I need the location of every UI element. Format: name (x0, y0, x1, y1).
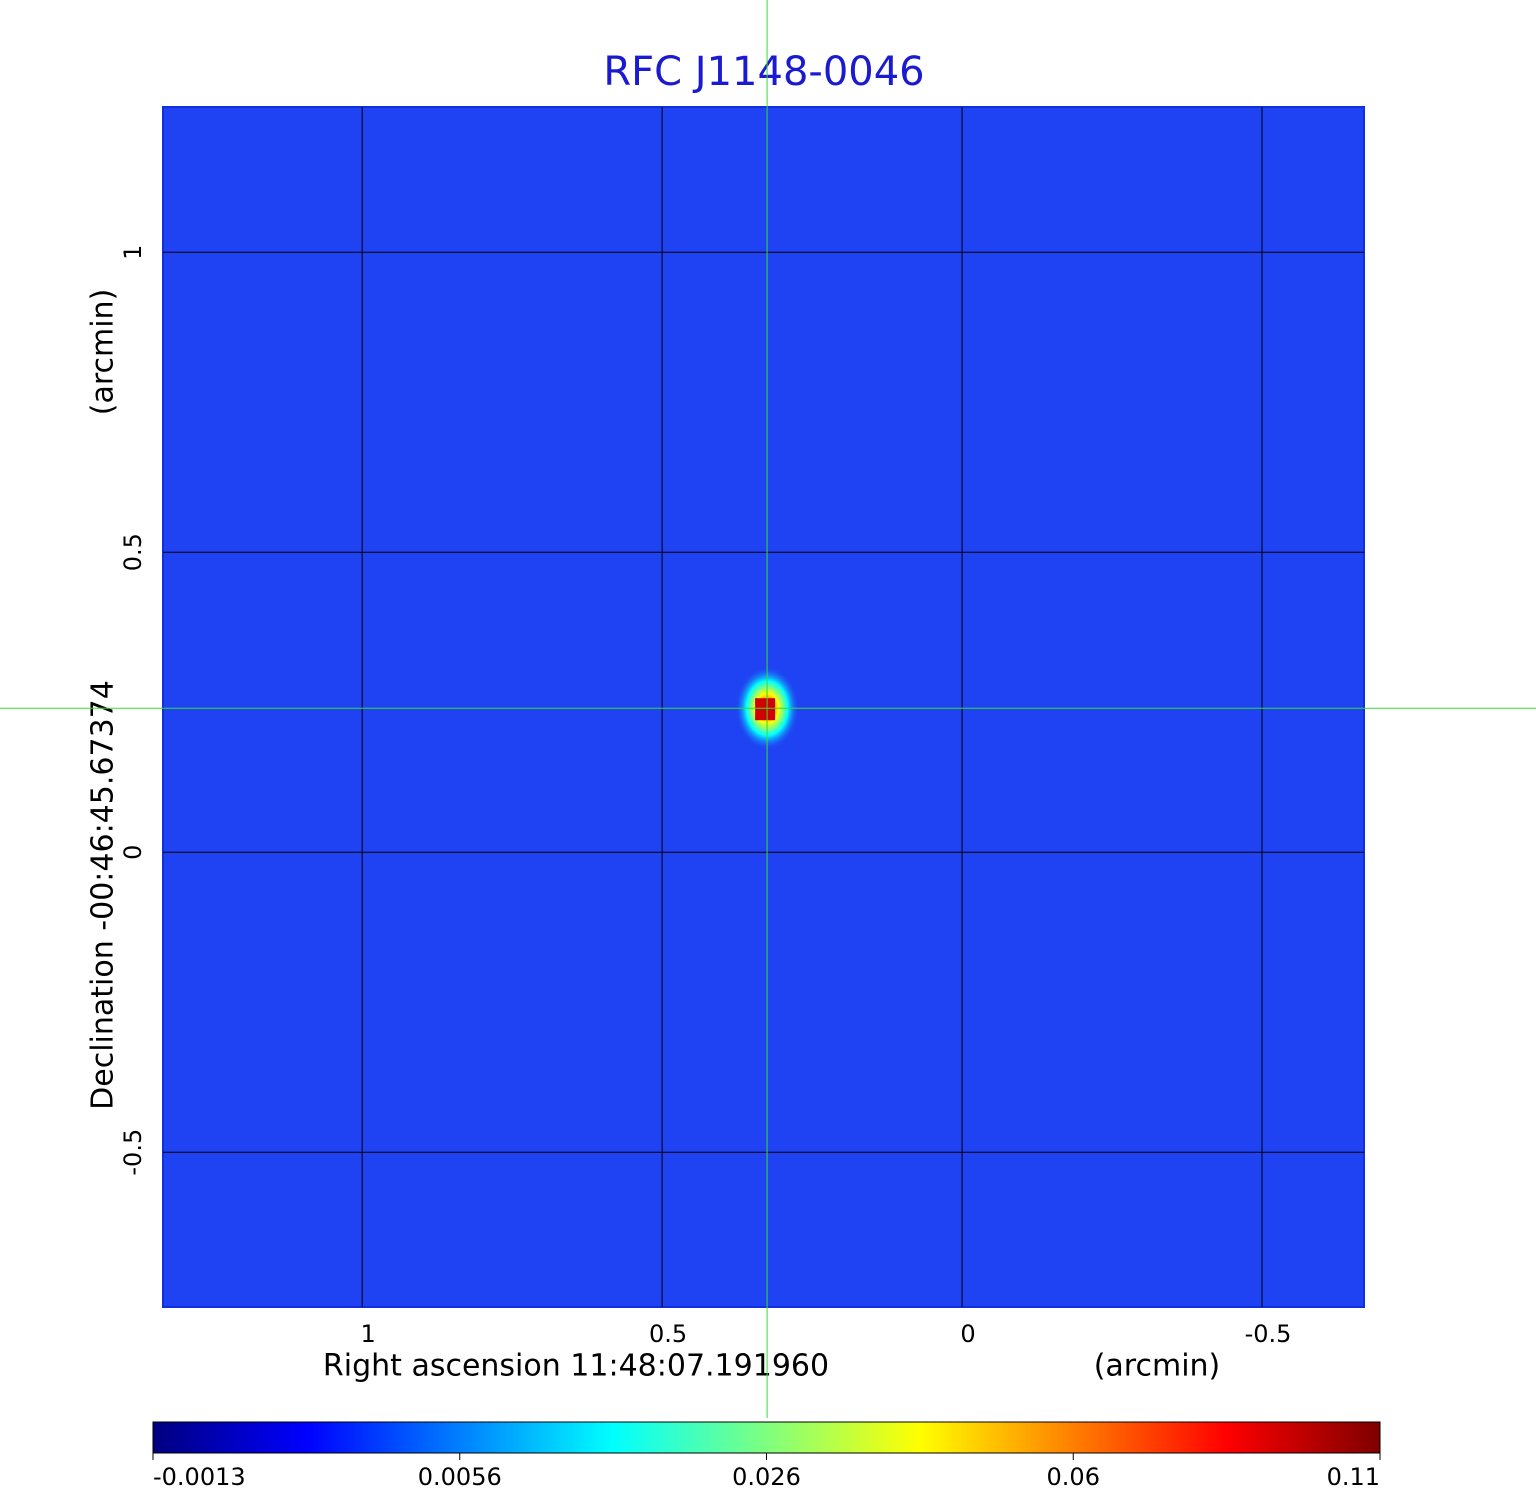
x-axis-label: Right ascension 11:48:07.191960 (323, 1349, 829, 1384)
y-tick-label: -0.5 (119, 1129, 147, 1176)
y-tick-label: 0.5 (119, 533, 147, 571)
x-axis-unit: (arcmin) (1094, 1349, 1221, 1384)
colorbar-tick-label: 0.026 (732, 1463, 801, 1491)
y-axis-label: Declination -00:46:45.67374 (86, 680, 121, 1110)
y-tick-label: 0 (119, 845, 147, 860)
x-tick-label: 1 (361, 1320, 376, 1348)
y-tick-label: 1 (119, 245, 147, 260)
colorbar (152, 1421, 1381, 1454)
colorbar-tick-label: 0.06 (1047, 1463, 1100, 1491)
x-tick-label: -0.5 (1245, 1320, 1292, 1348)
colorbar-tick-label: 0.0056 (418, 1463, 502, 1491)
source-peak (755, 698, 776, 721)
x-tick-label: 0.5 (649, 1320, 687, 1348)
chart-title: RFC J1148-0046 (603, 49, 924, 95)
x-tick-label: 0 (960, 1320, 975, 1348)
y-axis-unit: (arcmin) (86, 289, 121, 416)
colorbar-tick-label: 0.11 (1327, 1463, 1380, 1491)
colorbar-tick-label: -0.0013 (153, 1463, 246, 1491)
